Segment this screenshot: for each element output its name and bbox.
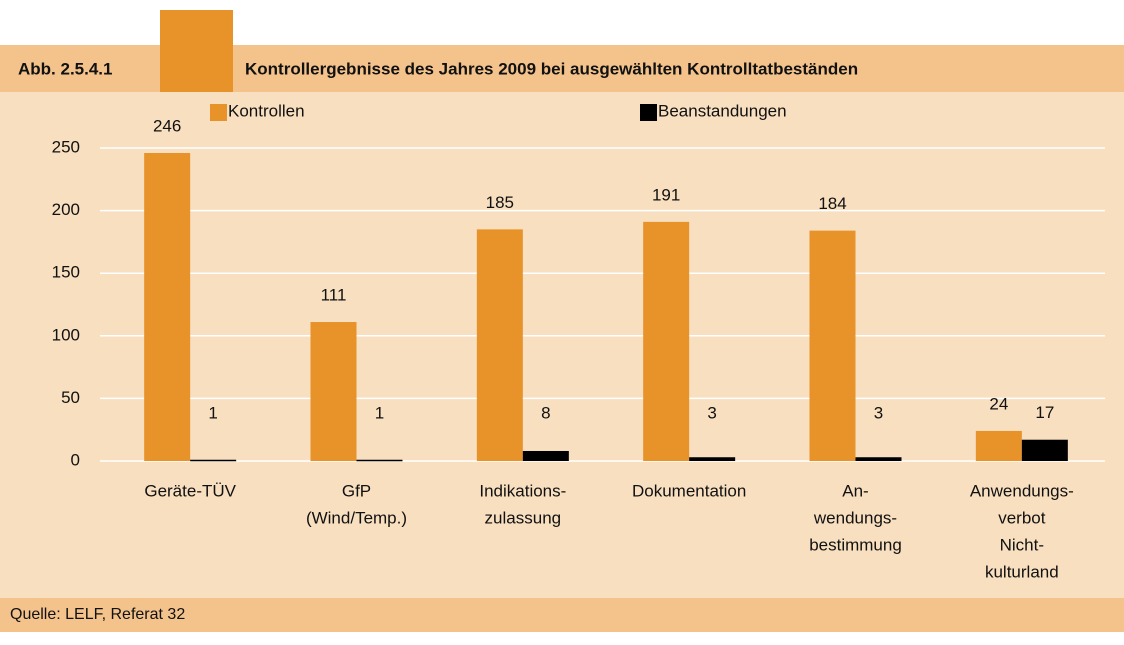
y-tick-label: 0 bbox=[71, 450, 80, 469]
y-tick-label: 250 bbox=[52, 137, 80, 156]
x-tick-label: wendungs- bbox=[813, 508, 897, 527]
x-tick-label: zulassung bbox=[485, 508, 562, 527]
chart-title: Kontrollergebnisse des Jahres 2009 bei a… bbox=[245, 59, 858, 78]
value-label: 3 bbox=[874, 403, 883, 422]
x-tick-label: bestimmung bbox=[809, 535, 902, 554]
bar bbox=[144, 153, 191, 461]
x-tick-label: GfP bbox=[342, 481, 371, 500]
bar bbox=[522, 450, 569, 461]
x-tick-label: Nicht- bbox=[1000, 535, 1044, 554]
x-tick-label: Indikations- bbox=[479, 481, 566, 500]
x-tick-label: (Wind/Temp.) bbox=[306, 508, 407, 527]
y-tick-label: 50 bbox=[61, 388, 80, 407]
value-label: 184 bbox=[818, 194, 846, 213]
value-label: 111 bbox=[321, 286, 347, 305]
bar bbox=[975, 430, 1022, 461]
value-label: 3 bbox=[707, 403, 716, 422]
x-tick-label: Geräte-TÜV bbox=[144, 481, 236, 500]
value-label: 8 bbox=[541, 403, 550, 422]
legend-swatch bbox=[210, 104, 227, 121]
value-label: 246 bbox=[153, 116, 181, 135]
bar bbox=[476, 229, 523, 461]
source: Quelle: LELF, Referat 32 bbox=[10, 606, 185, 623]
value-label: 17 bbox=[1035, 403, 1054, 422]
x-tick-label: Anwendungs- bbox=[970, 481, 1074, 500]
bar bbox=[809, 230, 856, 461]
bar bbox=[689, 457, 736, 461]
x-tick-label: Dokumentation bbox=[632, 481, 746, 500]
value-label: 185 bbox=[486, 193, 514, 212]
figure-label: Abb. 2.5.4.1 bbox=[18, 59, 112, 78]
value-label: 191 bbox=[652, 185, 680, 204]
footer-band bbox=[0, 598, 1124, 632]
y-tick-label: 200 bbox=[52, 200, 80, 219]
header-block bbox=[160, 10, 233, 92]
legend-swatch bbox=[640, 104, 657, 121]
value-label: 1 bbox=[208, 403, 217, 422]
x-tick-label: kulturland bbox=[985, 562, 1059, 581]
x-tick-label: An- bbox=[842, 481, 868, 500]
bar bbox=[356, 459, 403, 462]
bar bbox=[310, 322, 357, 461]
y-tick-label: 100 bbox=[52, 325, 80, 344]
bar bbox=[855, 457, 902, 461]
bar bbox=[1021, 439, 1068, 461]
x-tick-label: verbot bbox=[998, 508, 1046, 527]
legend-label: Beanstandungen bbox=[658, 101, 787, 120]
value-label: 24 bbox=[989, 394, 1008, 413]
value-label: 1 bbox=[375, 403, 384, 422]
legend-label: Kontrollen bbox=[228, 101, 305, 120]
bar bbox=[190, 459, 237, 462]
bar bbox=[643, 221, 690, 461]
y-tick-label: 150 bbox=[52, 263, 80, 282]
